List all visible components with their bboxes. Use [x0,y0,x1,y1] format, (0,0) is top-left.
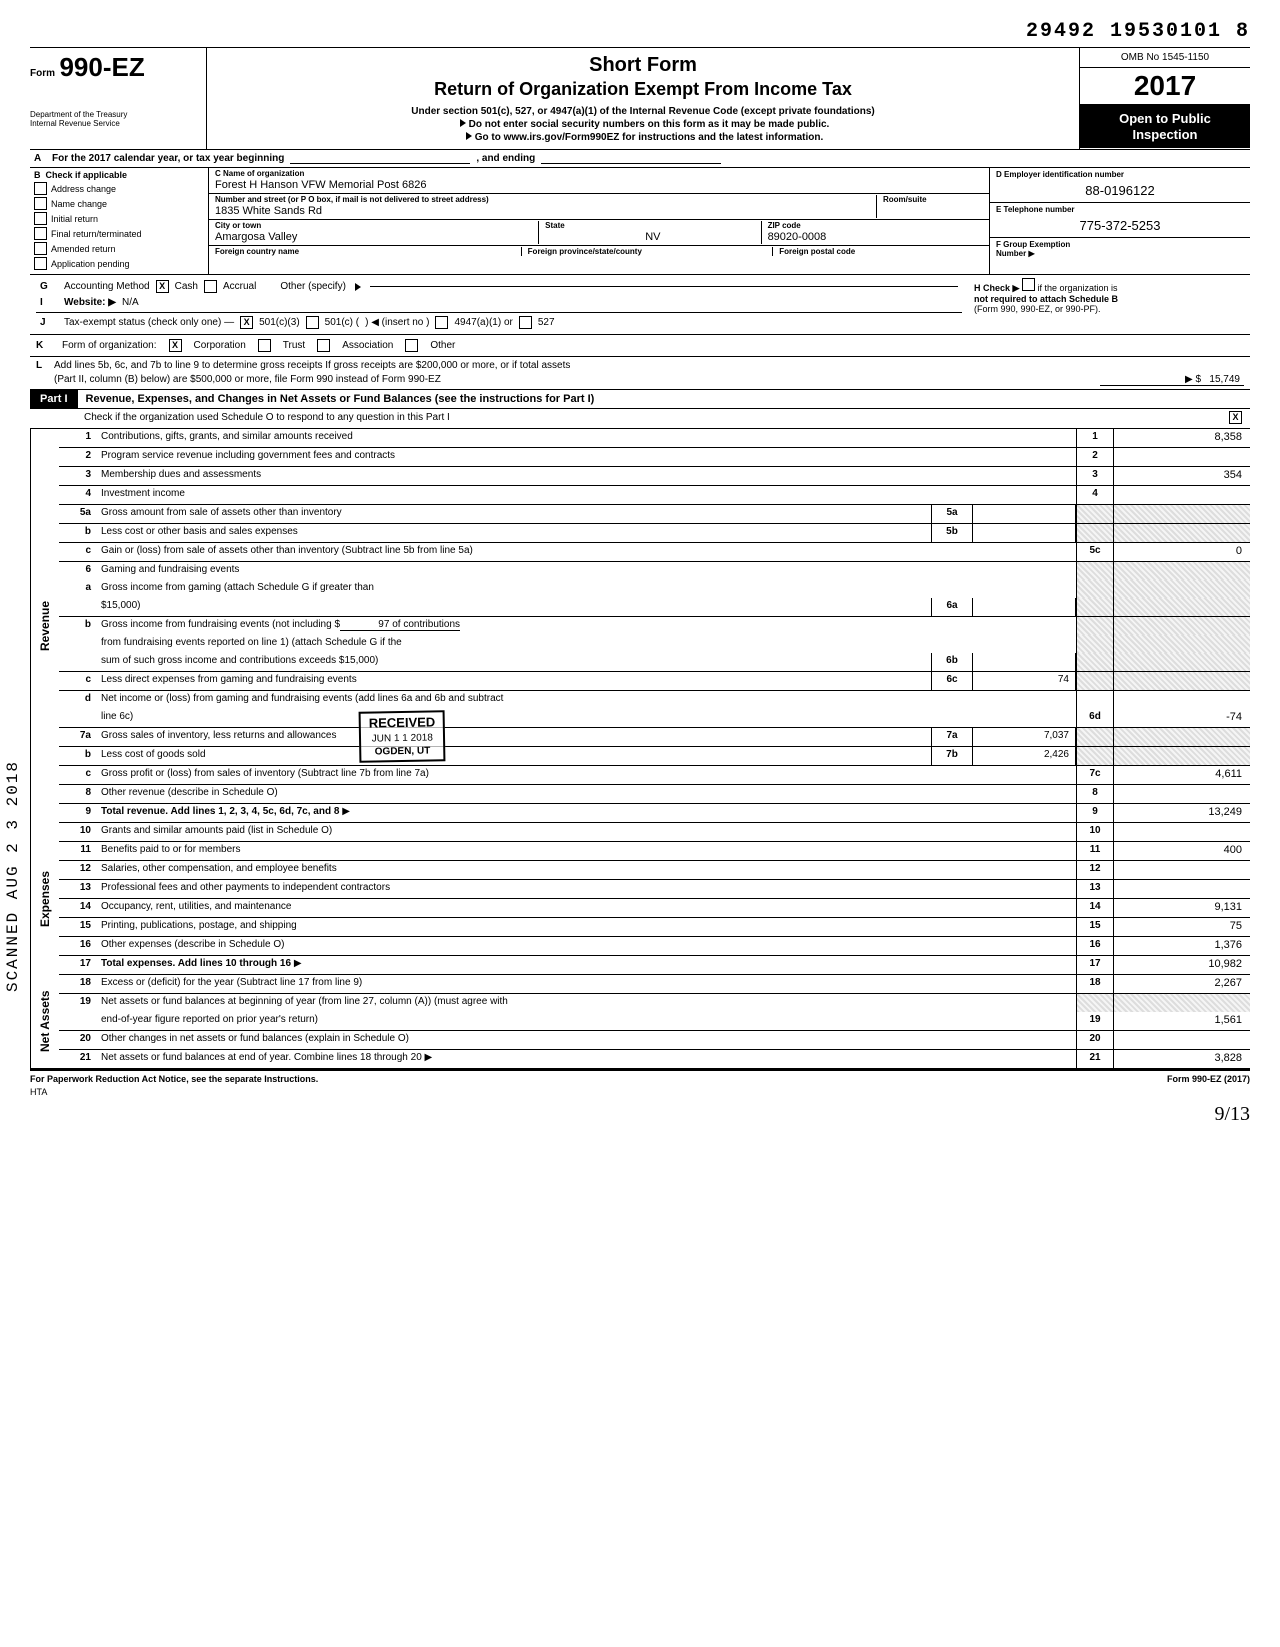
top-code: 29492 19530101 8 [30,20,1250,43]
row-a: A For the 2017 calendar year, or tax yea… [30,150,1250,168]
zip-label: ZIP code [768,221,983,230]
line-3-value: 354 [1113,467,1250,485]
line-10-value [1113,823,1250,841]
city-value: Amargosa Valley [215,230,538,244]
netassets-side-label: Net Assets [30,975,59,1068]
row-k: K Form of organization: XCorporation Tru… [30,335,1250,357]
hta-label: HTA [30,1087,1250,1097]
form-subtitle-2: Do not enter social security numbers on … [215,119,1071,130]
gross-receipts-value: 15,749 [1209,374,1240,385]
identification-grid: B Check if applicable Address change Nam… [30,168,1250,275]
line-21-value: 3,828 [1113,1050,1250,1068]
dept-irs: Internal Revenue Service [30,120,200,129]
room-label: Room/suite [883,195,983,204]
foreign-prov-label: Foreign province/state/county [528,247,773,256]
chk-address-change[interactable] [34,182,47,195]
line-7a-value: 7,037 [973,728,1076,746]
received-stamp: RECEIVED JUN 1 1 2018 OGDEN, UT [359,710,446,762]
address-value: 1835 White Sands Rd [215,204,876,218]
chk-501c[interactable] [306,316,319,329]
foreign-postal-label: Foreign postal code [779,247,983,256]
org-name-value: Forest H Hanson VFW Memorial Post 6826 [215,178,983,192]
omb-number: OMB No 1545-1150 [1080,48,1250,68]
foreign-country-label: Foreign country name [215,247,521,256]
line-12-value [1113,861,1250,879]
line-19-value: 1,561 [1113,1012,1250,1030]
chk-cash[interactable]: X [156,280,169,293]
chk-initial-return[interactable] [34,212,47,225]
line-18-value: 2,267 [1113,975,1250,993]
chk-accrual[interactable] [204,280,217,293]
line-16-value: 1,376 [1113,937,1250,955]
line-7c-value: 4,611 [1113,766,1250,784]
expenses-side-label: Expenses [30,823,59,975]
line-13-value [1113,880,1250,898]
line-7b-value: 2,426 [973,747,1076,765]
chk-501c3[interactable]: X [240,316,253,329]
line-2-value [1113,448,1250,466]
part1-header: Part I Revenue, Expenses, and Changes in… [30,389,1250,409]
telephone-value: 775-372-5253 [996,214,1244,233]
handwritten-note: 9/13 [30,1103,1250,1126]
line-6d-value: -74 [1113,709,1250,727]
chk-final-return[interactable] [34,227,47,240]
website-value: N/A [122,297,139,308]
form-subtitle-3: Go to www.irs.gov/Form990EZ for instruct… [215,132,1071,143]
tax-year: 20201717 [1080,68,1250,105]
line-1-value: 8,358 [1113,429,1250,447]
form-subtitle: Under section 501(c), 527, or 4947(a)(1)… [215,106,1071,117]
ein-label: D Employer identification number [996,170,1244,179]
group-exemption-label: F Group Exemption [996,240,1244,249]
chk-app-pending[interactable] [34,257,47,270]
page-footer: For Paperwork Reduction Act Notice, see … [30,1070,1250,1087]
expenses-section: Expenses 10Grants and similar amounts pa… [30,823,1250,975]
chk-name-change[interactable] [34,197,47,210]
form-title-2: Return of Organization Exempt From Incom… [215,79,1071,100]
chk-association[interactable] [317,339,330,352]
col-b-checkboxes: B Check if applicable Address change Nam… [30,168,208,274]
line-20-value [1113,1031,1250,1049]
chk-4947[interactable] [435,316,448,329]
state-label: State [545,221,760,230]
row-g-h: G Accounting Method XCash Accrual Other … [30,275,1250,335]
net-assets-section: Net Assets 18Excess or (deficit) for the… [30,975,1250,1070]
line-6c-value: 74 [973,672,1076,690]
telephone-label: E Telephone number [996,205,1244,214]
line-4-value [1113,486,1250,504]
row-l: L Add lines 5b, 6c, and 7b to line 9 to … [30,357,1250,389]
line-5c-value: 0 [1113,543,1250,561]
line-15-value: 75 [1113,918,1250,936]
revenue-section: Revenue 1Contributions, gifts, grants, a… [30,429,1250,823]
part1-sub: Check if the organization used Schedule … [30,409,1250,429]
ein-value: 88-0196122 [996,179,1244,198]
col-d: D Employer identification number 88-0196… [990,168,1250,274]
org-name-label: C Name of organization [215,169,983,178]
col-c-org-info: C Name of organization Forest H Hanson V… [208,168,990,274]
chk-other-org[interactable] [405,339,418,352]
scanned-stamp: SCANNED AUG 2 3 2018 [4,760,22,992]
zip-value: 89020-0008 [768,230,983,244]
line-17-value: 10,982 [1113,956,1250,974]
chk-schedule-o[interactable]: X [1229,411,1242,424]
revenue-side-label: Revenue [30,429,59,823]
line-14-value: 9,131 [1113,899,1250,917]
line-11-value: 400 [1113,842,1250,860]
state-value: NV [545,230,760,244]
open-public-badge: Open to Public Inspection [1080,105,1250,148]
line-8-value [1113,785,1250,803]
chk-corporation[interactable]: X [169,339,182,352]
chk-trust[interactable] [258,339,271,352]
form-number: Form 990-EZ [30,52,200,83]
chk-h[interactable] [1022,278,1035,291]
address-label: Number and street (or P O box, if mail i… [215,195,876,204]
city-label: City or town [215,221,538,230]
form-title-1: Short Form [215,54,1071,77]
group-number-label: Number ▶ [996,249,1244,258]
chk-amended[interactable] [34,242,47,255]
chk-527[interactable] [519,316,532,329]
line-9-value: 13,249 [1113,804,1250,822]
form-header: Form 990-EZ Department of the Treasury I… [30,47,1250,150]
